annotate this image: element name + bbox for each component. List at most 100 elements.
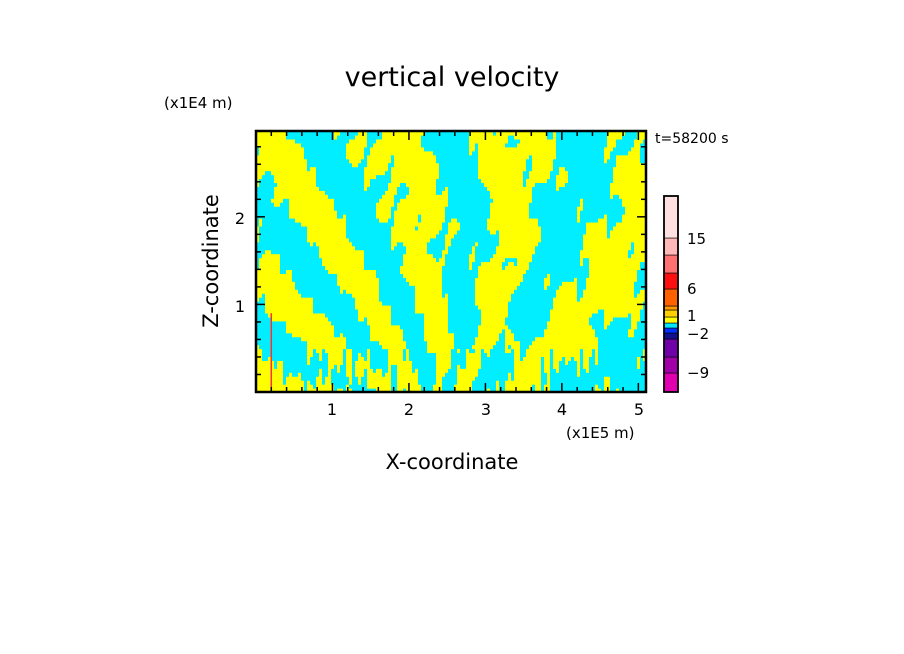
heatmap-cell <box>274 305 278 310</box>
heatmap-cell <box>352 312 356 318</box>
heatmap-cell <box>346 352 350 358</box>
heatmap-cell <box>355 249 359 255</box>
heatmap-cell <box>439 301 443 306</box>
heatmap-cell <box>439 356 443 361</box>
heatmap-cell <box>256 225 260 231</box>
heatmap-cell <box>262 190 266 195</box>
heatmap-cell <box>256 316 260 322</box>
heatmap-cell <box>352 305 356 310</box>
heatmap-cell <box>331 245 335 251</box>
heatmap-cell <box>433 265 437 271</box>
heatmap-cell <box>445 182 449 187</box>
heatmap-cell <box>289 221 293 227</box>
heatmap-cell <box>304 305 308 310</box>
heatmap-cell <box>268 332 272 338</box>
heatmap-cell <box>271 356 275 361</box>
heatmap-cell <box>325 225 329 231</box>
heatmap-cell <box>385 297 389 302</box>
heatmap-cell <box>271 320 275 326</box>
heatmap-cell <box>394 202 398 207</box>
heatmap-cell <box>418 229 422 235</box>
heatmap-cell <box>274 320 278 326</box>
heatmap-cell <box>418 210 422 215</box>
heatmap-cell <box>397 297 401 302</box>
heatmap-cell <box>448 241 452 247</box>
heatmap-cell <box>367 285 371 290</box>
heatmap-cell <box>442 305 446 310</box>
heatmap-cell <box>397 182 401 187</box>
heatmap-cell <box>280 241 284 247</box>
heatmap-cell <box>385 190 389 195</box>
heatmap-cell <box>301 308 305 314</box>
heatmap-cell <box>373 293 377 298</box>
heatmap-cell <box>379 186 383 191</box>
heatmap-cell <box>373 174 377 180</box>
heatmap-cell <box>355 388 359 393</box>
heatmap-cell <box>283 289 287 294</box>
heatmap-cell <box>256 190 260 195</box>
heatmap-cell <box>319 245 323 251</box>
heatmap-cell <box>463 249 467 255</box>
heatmap-cell <box>394 218 398 223</box>
heatmap-cell <box>412 368 416 373</box>
heatmap-cell <box>382 324 386 330</box>
heatmap-cell <box>478 269 482 274</box>
heatmap-cell <box>367 134 371 140</box>
heatmap-cell <box>424 384 428 389</box>
heatmap-cell <box>349 301 353 306</box>
heatmap-cell <box>256 376 260 381</box>
heatmap-cell <box>319 297 323 302</box>
heatmap-cell <box>430 348 434 354</box>
heatmap-cell <box>442 174 446 180</box>
heatmap-cell <box>451 166 455 172</box>
heatmap-cell <box>301 384 305 389</box>
heatmap-cell <box>445 162 449 168</box>
heatmap-cell <box>331 229 335 235</box>
heatmap-cell <box>343 360 347 365</box>
heatmap-cell <box>265 146 269 152</box>
heatmap-cell <box>316 308 320 314</box>
heatmap-cell <box>460 186 464 191</box>
heatmap-cell <box>394 316 398 322</box>
heatmap-cell <box>448 384 452 389</box>
heatmap-cell <box>352 388 356 393</box>
heatmap-cell <box>307 178 311 184</box>
heatmap-cell <box>322 368 326 373</box>
heatmap-cell <box>364 352 368 358</box>
heatmap-cell <box>328 206 332 211</box>
heatmap-cell <box>355 142 359 148</box>
heatmap-cell <box>439 336 443 342</box>
heatmap-cell <box>457 150 461 156</box>
heatmap-cell <box>472 154 476 160</box>
heatmap-cell <box>319 293 323 298</box>
heatmap-cell <box>286 376 290 381</box>
heatmap-cell <box>403 170 407 176</box>
heatmap-cell <box>445 225 449 231</box>
heatmap-cell <box>262 305 266 310</box>
heatmap-cell <box>469 269 473 274</box>
heatmap-cell <box>445 328 449 334</box>
heatmap-cell <box>256 218 260 223</box>
heatmap-cell <box>310 332 314 338</box>
heatmap-cell <box>394 380 398 385</box>
heatmap-cell <box>268 293 272 298</box>
heatmap-cell <box>322 150 326 156</box>
heatmap-cell <box>259 305 263 310</box>
heatmap-cell <box>292 328 296 334</box>
heatmap-cell <box>322 206 326 211</box>
heatmap-cell <box>388 241 392 247</box>
heatmap-cell <box>277 170 281 176</box>
heatmap-cell <box>277 194 281 199</box>
heatmap-cell <box>385 174 389 180</box>
heatmap-cell <box>427 340 431 346</box>
heatmap-cell <box>466 182 470 187</box>
heatmap-cell <box>451 131 455 136</box>
heatmap-cell <box>364 221 368 227</box>
heatmap-cell <box>406 388 410 393</box>
heatmap-cell <box>376 162 380 168</box>
heatmap-cell <box>481 218 485 223</box>
heatmap-cell <box>307 273 311 278</box>
heatmap-cell <box>415 364 419 369</box>
heatmap-cell <box>373 340 377 346</box>
heatmap-cell <box>406 360 410 365</box>
